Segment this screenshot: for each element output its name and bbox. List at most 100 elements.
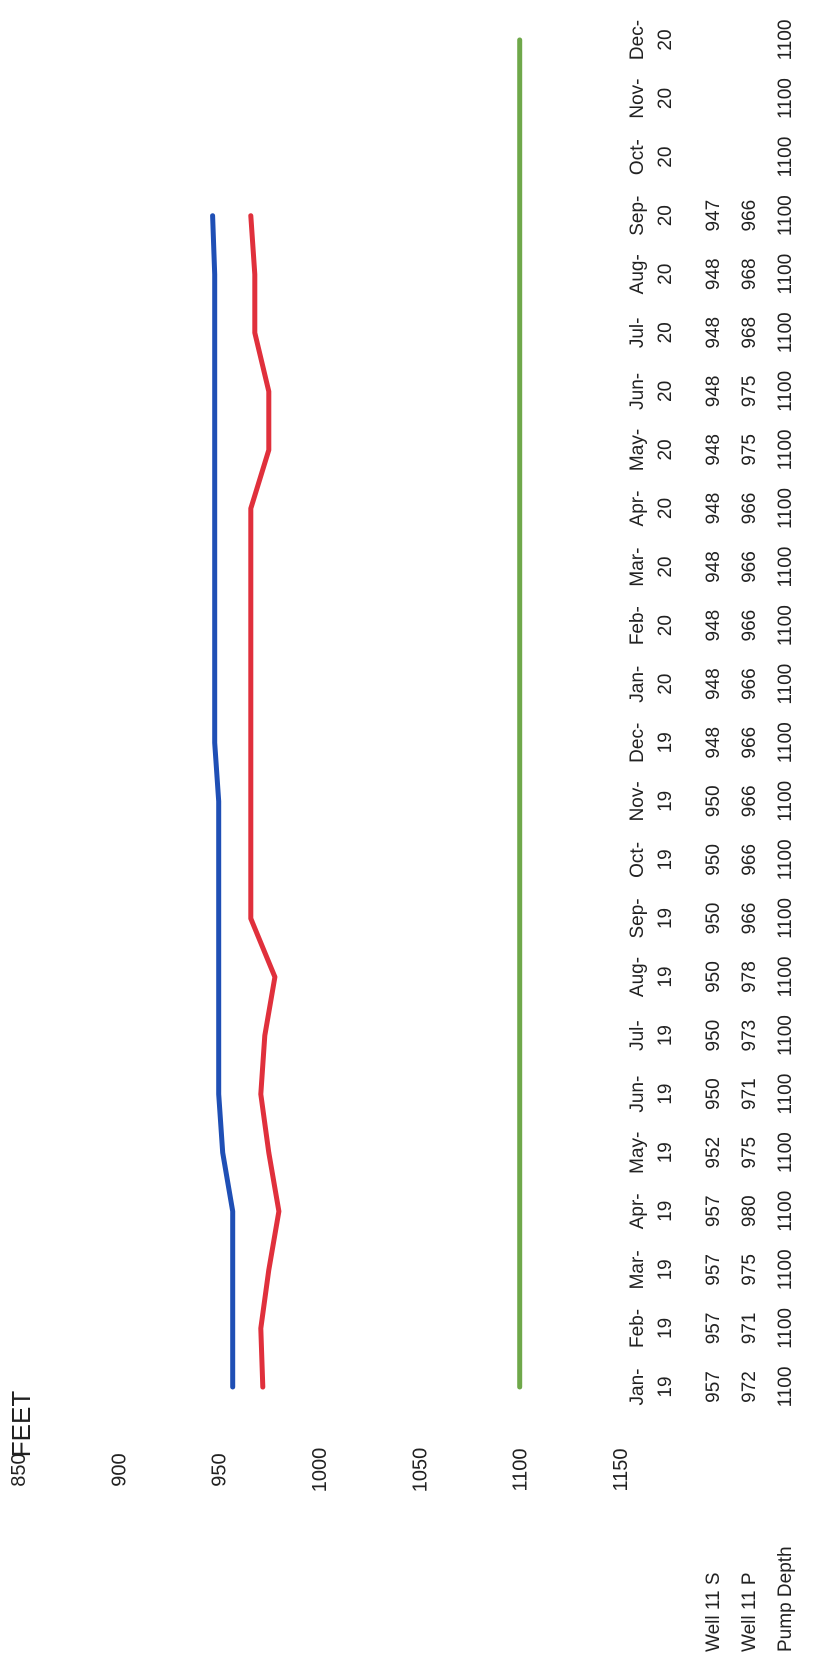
legend-series-name: Well 11 S — [703, 1572, 724, 1652]
category-label: 20 — [655, 147, 676, 168]
category-label: Apr- — [627, 1193, 648, 1229]
data-label: 957 — [703, 1195, 724, 1227]
category-label: 20 — [655, 88, 676, 109]
data-label: 1100 — [775, 839, 796, 880]
data-label: 966 — [739, 610, 760, 642]
data-label: 950 — [703, 844, 724, 876]
data-label: 948 — [703, 376, 724, 408]
data-label: 975 — [739, 1137, 760, 1169]
data-label: 1100 — [775, 20, 796, 61]
category-label: 19 — [655, 1025, 676, 1046]
data-label: 957 — [703, 1254, 724, 1286]
data-label: 948 — [703, 551, 724, 583]
data-label: 1100 — [775, 664, 796, 705]
category-label: 20 — [655, 29, 676, 50]
y-tick-label: 1150 — [610, 1448, 632, 1491]
data-label: 1100 — [775, 1249, 796, 1290]
category-label: 19 — [655, 1318, 676, 1339]
category-label: Sep- — [627, 898, 648, 938]
category-label: 19 — [655, 1142, 676, 1163]
y-tick-label: 1050 — [409, 1448, 431, 1493]
data-label: 1100 — [775, 781, 796, 822]
data-label: 948 — [703, 493, 724, 525]
category-label: 20 — [655, 674, 676, 695]
category-label: 20 — [655, 557, 676, 578]
category-label: May- — [627, 429, 648, 471]
data-label: 1100 — [775, 78, 796, 119]
data-label: 966 — [739, 903, 760, 935]
data-label: 1100 — [775, 547, 796, 588]
y-axis: 850 900 950 1000 1050 1100 1150 — [8, 1448, 632, 1493]
y-tick-label: 900 — [108, 1453, 130, 1486]
data-label: 950 — [703, 1078, 724, 1110]
data-label: 952 — [703, 1137, 724, 1169]
data-label: 968 — [739, 317, 760, 349]
category-label: Jan- — [627, 1369, 648, 1406]
data-label: 1100 — [775, 137, 796, 178]
category-label: 19 — [655, 966, 676, 987]
data-label: 966 — [739, 844, 760, 876]
data-label: 1100 — [775, 1015, 796, 1056]
category-label: Apr- — [627, 491, 648, 527]
data-label: 971 — [739, 1078, 760, 1110]
category-label: 19 — [655, 1201, 676, 1222]
data-label: 980 — [739, 1195, 760, 1227]
data-label: 966 — [739, 200, 760, 232]
data-label: 1100 — [775, 1132, 796, 1173]
data-label: 1100 — [775, 1074, 796, 1115]
data-label: 948 — [703, 434, 724, 466]
category-label: Jul- — [627, 318, 648, 349]
data-label: 950 — [703, 785, 724, 817]
data-label: 948 — [703, 258, 724, 290]
data-label: 968 — [739, 258, 760, 290]
y-tick-label: 950 — [209, 1453, 231, 1486]
data-label: 972 — [739, 1371, 760, 1403]
data-label: 948 — [703, 668, 724, 700]
category-label: Aug- — [627, 957, 648, 997]
data-label: 1100 — [775, 1367, 796, 1408]
category-label: Nov- — [627, 79, 648, 119]
data-label: 950 — [703, 961, 724, 993]
category-label: Sep- — [627, 196, 648, 236]
category-label: Oct- — [627, 139, 648, 175]
category-label: Jun- — [627, 373, 648, 410]
category-label: Nov- — [627, 781, 648, 821]
category-label: Oct- — [627, 842, 648, 878]
category-label: 19 — [655, 849, 676, 870]
data-label: 1100 — [775, 605, 796, 646]
data-label: 1100 — [775, 1191, 796, 1232]
data-label: 1100 — [775, 1308, 796, 1349]
data-label: 948 — [703, 610, 724, 642]
category-label: 20 — [655, 615, 676, 636]
legend-series-name: Pump Depth — [775, 1546, 796, 1652]
legend-series-name: Well 11 P — [739, 1572, 760, 1652]
series-line-0 — [210, 213, 236, 1390]
y-axis-label: FEET — [6, 1391, 36, 1458]
category-label: Mar- — [627, 548, 648, 587]
data-label: 966 — [739, 668, 760, 700]
data-label: 950 — [703, 903, 724, 935]
data-label: 948 — [703, 317, 724, 349]
category-label: 20 — [655, 498, 676, 519]
data-label: 947 — [703, 200, 724, 232]
category-label: Feb- — [627, 606, 648, 645]
category-label: 19 — [655, 1259, 676, 1280]
category-label: Mar- — [627, 1250, 648, 1289]
category-label: 20 — [655, 322, 676, 343]
data-label: 1100 — [775, 371, 796, 412]
data-label: 948 — [703, 727, 724, 759]
data-label: 966 — [739, 727, 760, 759]
data-label: 957 — [703, 1371, 724, 1403]
data-label: 978 — [739, 961, 760, 993]
data-label: 957 — [703, 1313, 724, 1345]
category-label: Dec- — [627, 20, 648, 60]
category-label: 19 — [655, 1084, 676, 1105]
category-label: Aug- — [627, 254, 648, 294]
data-label: 966 — [739, 493, 760, 525]
category-label: Jul- — [627, 1020, 648, 1051]
data-label: 1100 — [775, 957, 796, 998]
category-label: 19 — [655, 908, 676, 929]
y-tick-label: 850 — [8, 1453, 30, 1486]
